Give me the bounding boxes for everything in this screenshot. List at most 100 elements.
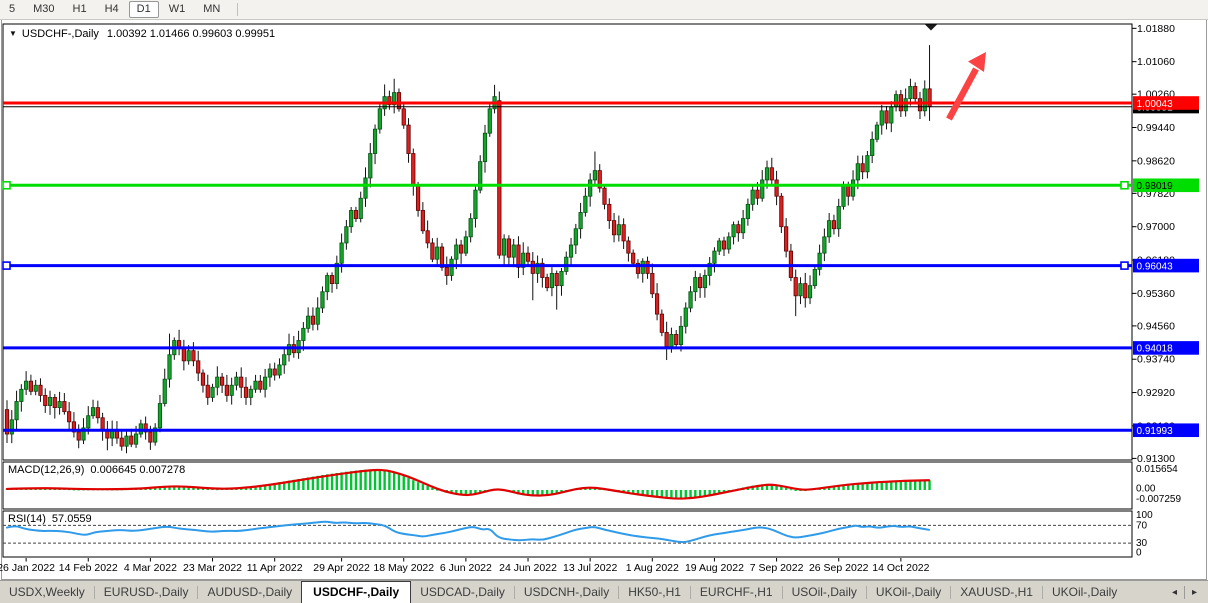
- price-axis-label: 0.94560: [1137, 320, 1175, 332]
- chart-tab-ukoil-daily[interactable]: UKOil-,Daily: [1051, 584, 1118, 599]
- candle-bull: [286, 344, 292, 356]
- chart-tab-usdcad-daily[interactable]: USDCAD-,Daily: [420, 584, 505, 599]
- macd-bar: [206, 488, 209, 490]
- candle-bear: [224, 384, 229, 396]
- macd-bar: [636, 490, 640, 496]
- candle-bull: [521, 252, 526, 268]
- trend-arrow-shaft[interactable]: [946, 67, 979, 121]
- macd-bar: [292, 479, 295, 490]
- macd-bar: [383, 470, 386, 490]
- level-line-handle-left[interactable]: [2, 180, 11, 190]
- chart-tab-usdchf-daily[interactable]: USDCHF-,Daily: [301, 581, 412, 603]
- candle-bull: [368, 153, 373, 179]
- rsi-axis-label: 70: [1136, 521, 1148, 532]
- chart-tab-hk50-h1[interactable]: HK50-,H1: [628, 584, 681, 599]
- date-axis-label: 18 May 2022: [373, 562, 434, 574]
- timeframe-button-d1[interactable]: D1: [128, 1, 159, 18]
- candle-bull: [248, 388, 253, 398]
- candle-bear: [631, 252, 636, 264]
- candle-bear: [43, 394, 48, 406]
- candle-bull: [640, 260, 645, 274]
- chart-shift-marker-icon[interactable]: [925, 24, 937, 31]
- candle-bear: [181, 348, 186, 362]
- candle-bull: [669, 334, 674, 348]
- macd-bar: [287, 480, 291, 490]
- macd-bar: [273, 483, 276, 490]
- candle-bear: [525, 252, 531, 262]
- macd-bar: [918, 480, 922, 490]
- date-axis-label: 19 Aug 2022: [685, 562, 744, 574]
- candle-bear: [803, 283, 808, 299]
- candle-bull: [549, 273, 555, 289]
- candle-bull: [688, 291, 693, 309]
- candle-bull: [693, 277, 698, 293]
- chart-tab-xauusd-h1[interactable]: XAUUSD-,H1: [960, 584, 1033, 599]
- macd-bar: [426, 486, 429, 490]
- tab-scroll-left-icon[interactable]: ◂: [1171, 586, 1177, 598]
- level-lines: 1.00043 0.98019 0.96043 0.94018 0.91993: [2, 96, 1199, 438]
- candle-bear: [71, 421, 77, 433]
- macd-bar: [306, 477, 310, 490]
- macd-bar: [349, 471, 353, 490]
- tab-scroll-right-icon[interactable]: ▸: [1191, 586, 1197, 598]
- macd-bar: [675, 490, 678, 500]
- candle-bear: [148, 431, 153, 443]
- date-axis-label: 13 Jul 2022: [563, 562, 617, 574]
- macd-bar: [856, 483, 860, 490]
- macd-bar: [832, 485, 836, 490]
- candle-bear: [654, 293, 660, 315]
- candle-bull: [473, 189, 478, 219]
- chart-tab-usdx-weekly[interactable]: USDX,Weekly: [9, 584, 85, 599]
- level-line-handle-right[interactable]: [1120, 261, 1129, 270]
- price-axis-label: 0.95360: [1137, 288, 1175, 300]
- candle-bull: [392, 92, 397, 106]
- timeframe-button-w1[interactable]: W1: [168, 3, 186, 15]
- candle-bull: [153, 427, 158, 443]
- level-line-handle-right[interactable]: [1120, 180, 1129, 190]
- timeframe-button-5[interactable]: 5: [9, 3, 16, 15]
- timeframe-button-mn[interactable]: MN: [203, 3, 221, 15]
- candle-bull: [812, 268, 817, 287]
- candle-bear: [784, 226, 789, 252]
- level-line-handle-left[interactable]: [2, 261, 11, 270]
- chart-canvas[interactable]: 1.018801.010601.002600.994400.986200.978…: [0, 0, 1208, 580]
- macd-bar: [479, 490, 482, 494]
- macd-bar: [545, 490, 549, 496]
- timeframe-button-m30[interactable]: M30: [33, 3, 55, 15]
- trend-arrow-annotation[interactable]: [946, 52, 986, 121]
- candle-bull: [817, 252, 822, 270]
- timeframe-button-h1[interactable]: H1: [72, 3, 87, 15]
- macd-bar: [392, 472, 396, 490]
- chart-tab-usoil-daily[interactable]: USOil-,Daily: [791, 584, 857, 599]
- chart-tab-eurchf-h1[interactable]: EURCHF-,H1: [699, 584, 773, 599]
- chart-tab-usdcnh-daily[interactable]: USDCNH-,Daily: [523, 584, 610, 599]
- chart-dropdown-icon[interactable]: ▼: [9, 29, 17, 38]
- macd-bar: [182, 486, 186, 490]
- trend-arrow-head[interactable]: [968, 52, 986, 72]
- candle-bear: [4, 409, 10, 435]
- candle-bull: [9, 419, 14, 435]
- candle-bear: [444, 266, 449, 276]
- level-price-label-bg: [1133, 258, 1199, 273]
- timeframe-button-h4[interactable]: H4: [104, 3, 119, 15]
- rsi-indicator-label: RSI(14) 57.0559: [8, 513, 92, 525]
- tab-separator: [197, 585, 199, 599]
- chart-tab-eurusd-daily[interactable]: EURUSD-,Daily: [103, 584, 189, 599]
- candle-bull: [717, 240, 722, 252]
- macd-bar: [402, 476, 405, 490]
- candle-bull: [349, 210, 354, 228]
- candle-bear: [635, 262, 641, 274]
- candle-bull: [870, 138, 875, 156]
- candle-bull: [502, 238, 507, 256]
- candle-bull: [841, 185, 846, 207]
- chart-tab-audusd-daily[interactable]: AUDUSD-,Daily: [207, 584, 293, 599]
- chart-tab-ukoil-daily[interactable]: UKOil-,Daily: [875, 584, 942, 599]
- candle-bear: [846, 185, 851, 197]
- candle-bull: [306, 315, 311, 329]
- macd-bar: [364, 469, 367, 490]
- macd-bar: [173, 485, 176, 490]
- candle-bear: [415, 185, 421, 211]
- chart-symbol-label: USDCHF-,Daily: [21, 28, 99, 40]
- candle-bull: [157, 403, 163, 429]
- date-axis-label: 24 Jun 2022: [499, 562, 557, 574]
